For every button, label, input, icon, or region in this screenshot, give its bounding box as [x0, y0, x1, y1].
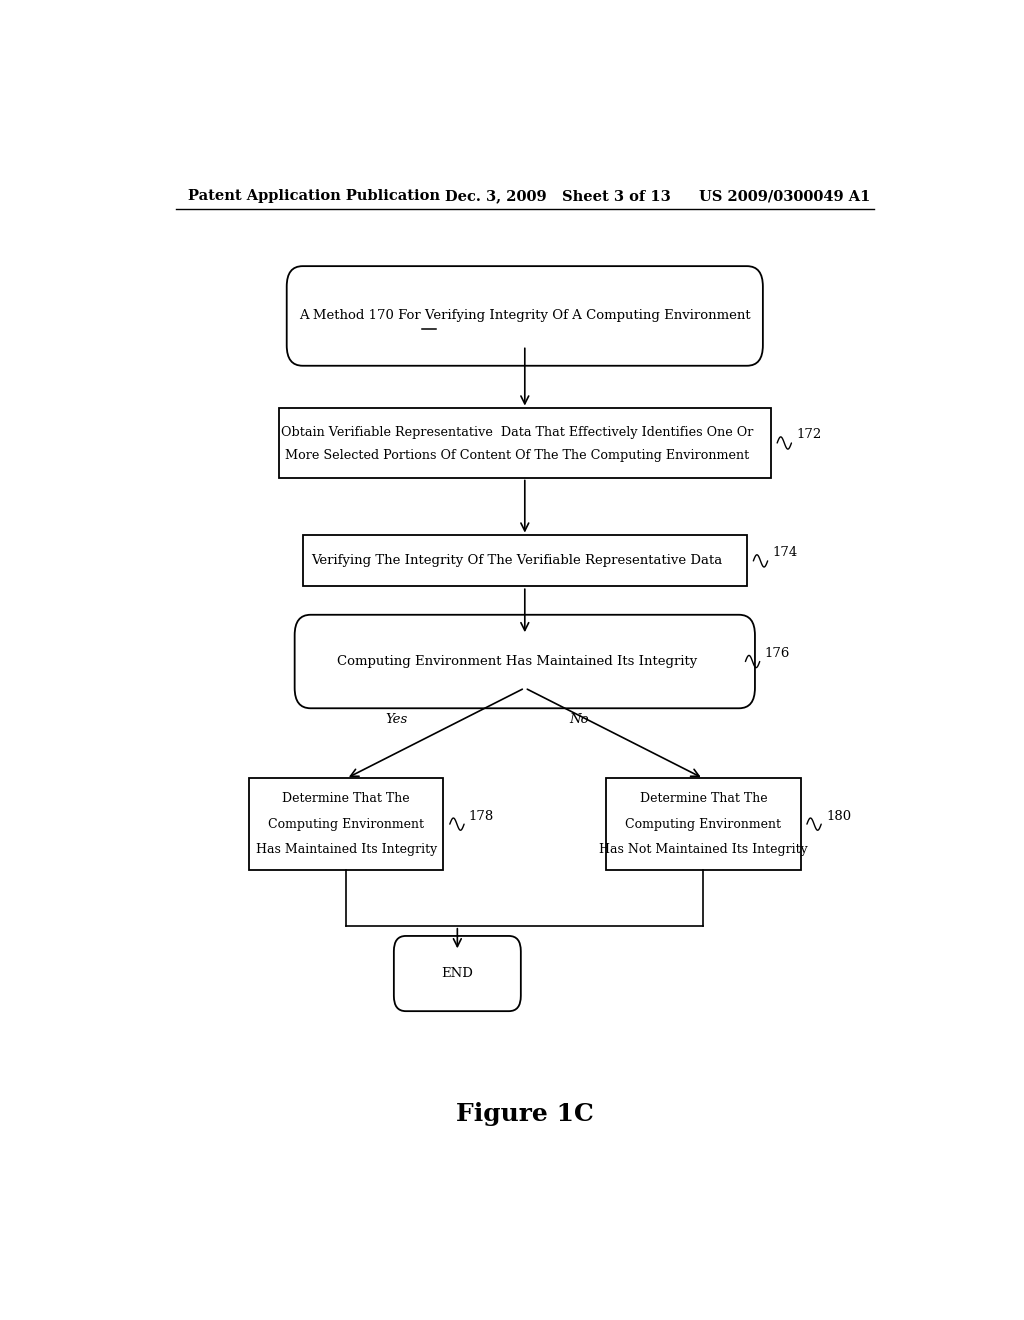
- Text: A Method 170 For Verifying Integrity Of A Computing Environment: A Method 170 For Verifying Integrity Of …: [299, 309, 751, 322]
- Text: Figure 1C: Figure 1C: [456, 1102, 594, 1126]
- Text: Computing Environment: Computing Environment: [626, 817, 781, 830]
- Text: US 2009/0300049 A1: US 2009/0300049 A1: [699, 189, 870, 203]
- FancyBboxPatch shape: [394, 936, 521, 1011]
- Text: Determine That The: Determine That The: [640, 792, 767, 805]
- Text: Patent Application Publication: Patent Application Publication: [187, 189, 439, 203]
- Bar: [249, 779, 443, 870]
- Bar: [303, 536, 748, 586]
- Text: 176: 176: [765, 647, 790, 660]
- FancyBboxPatch shape: [287, 267, 763, 366]
- Text: Obtain Verifiable Representative  Data That Effectively Identifies One Or: Obtain Verifiable Representative Data Th…: [281, 426, 753, 440]
- Text: More Selected Portions Of Content Of The The Computing Environment: More Selected Portions Of Content Of The…: [285, 449, 749, 462]
- Text: Has Maintained Its Integrity: Has Maintained Its Integrity: [256, 843, 437, 857]
- Text: Yes: Yes: [385, 713, 408, 726]
- Text: Has Not Maintained Its Integrity: Has Not Maintained Its Integrity: [599, 843, 808, 857]
- Text: Dec. 3, 2009   Sheet 3 of 13: Dec. 3, 2009 Sheet 3 of 13: [445, 189, 671, 203]
- Text: 172: 172: [797, 429, 821, 441]
- Text: Determine That The: Determine That The: [283, 792, 410, 805]
- Text: END: END: [441, 968, 473, 979]
- Text: Computing Environment: Computing Environment: [268, 817, 424, 830]
- Bar: [279, 408, 771, 478]
- Text: Verifying The Integrity Of The Verifiable Representative Data: Verifying The Integrity Of The Verifiabl…: [311, 554, 723, 568]
- Text: 178: 178: [469, 809, 495, 822]
- Bar: [606, 779, 801, 870]
- Text: 180: 180: [826, 809, 851, 822]
- Text: No: No: [569, 713, 589, 726]
- Text: 174: 174: [772, 546, 798, 560]
- FancyBboxPatch shape: [295, 615, 755, 709]
- Text: Computing Environment Has Maintained Its Integrity: Computing Environment Has Maintained Its…: [337, 655, 697, 668]
